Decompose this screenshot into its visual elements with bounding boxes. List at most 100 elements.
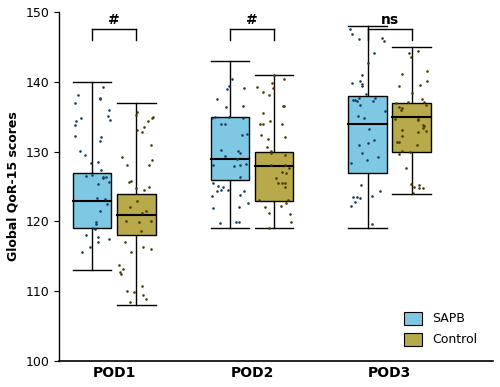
Point (356, 102, 364, 108)
Point (236, 219, 244, 225)
Point (220, 183, 228, 190)
Point (222, 104, 230, 110)
Point (414, 128, 422, 135)
Point (86, 243, 94, 250)
Point (391, 116, 399, 122)
Point (96, 95, 104, 101)
Point (265, 92, 273, 99)
Point (120, 266, 128, 272)
Point (416, 185, 424, 192)
Point (138, 210, 145, 216)
Point (208, 180, 216, 186)
Point (130, 289, 138, 295)
Point (414, 142, 422, 148)
Point (240, 188, 248, 194)
Bar (392, 103, 431, 152)
Point (76, 148, 84, 154)
Point (362, 91, 370, 97)
Point (402, 165, 409, 171)
Point (274, 180, 281, 186)
Point (259, 89, 267, 95)
Point (89, 225, 97, 231)
Point (364, 126, 372, 132)
Point (257, 132, 265, 138)
Point (404, 99, 411, 105)
Point (259, 121, 267, 127)
Point (105, 107, 113, 113)
Point (139, 292, 147, 298)
Point (236, 192, 244, 198)
Point (208, 115, 216, 121)
Bar (348, 96, 387, 173)
Point (128, 178, 136, 184)
Point (278, 203, 285, 209)
Point (148, 157, 156, 163)
Point (380, 38, 388, 44)
Point (125, 178, 133, 185)
Point (138, 283, 145, 289)
Point (214, 188, 222, 194)
Point (224, 187, 232, 193)
Point (94, 181, 102, 187)
Text: #: # (246, 13, 258, 27)
Point (346, 26, 354, 32)
Point (126, 299, 134, 305)
Point (116, 269, 124, 275)
Point (217, 121, 225, 127)
Point (349, 194, 357, 200)
Point (415, 182, 423, 188)
Point (395, 139, 403, 145)
Point (278, 169, 285, 175)
Point (259, 110, 267, 116)
Point (261, 204, 269, 211)
Point (279, 103, 287, 109)
Point (234, 148, 242, 154)
Point (267, 162, 275, 168)
Point (235, 204, 243, 210)
Point (422, 128, 430, 135)
Point (138, 129, 145, 135)
Point (356, 36, 364, 42)
Bar (210, 117, 249, 180)
Point (264, 136, 272, 142)
Point (348, 80, 356, 86)
Point (264, 210, 272, 216)
Point (350, 97, 358, 103)
Point (282, 199, 290, 205)
Point (263, 144, 271, 150)
Point (285, 164, 293, 171)
Point (414, 48, 422, 54)
Point (236, 150, 244, 156)
Point (392, 100, 400, 106)
Point (268, 150, 276, 156)
Point (132, 111, 140, 118)
Point (423, 68, 431, 74)
Point (222, 153, 230, 159)
Point (225, 84, 233, 90)
Point (225, 113, 233, 120)
Point (244, 131, 252, 137)
Point (353, 194, 361, 200)
Point (356, 195, 364, 201)
Point (146, 246, 154, 252)
Point (139, 243, 147, 250)
Point (100, 175, 108, 181)
Point (236, 174, 244, 180)
Point (395, 151, 403, 158)
Point (146, 142, 154, 149)
Point (94, 239, 102, 245)
Point (122, 218, 130, 224)
Point (88, 172, 96, 178)
Point (270, 72, 278, 78)
Point (122, 239, 130, 245)
Point (148, 113, 156, 120)
Point (418, 96, 426, 102)
Point (145, 184, 153, 190)
Point (92, 219, 100, 225)
Point (253, 84, 261, 90)
Point (71, 133, 79, 139)
Point (358, 150, 366, 156)
Point (242, 161, 250, 168)
Point (350, 199, 358, 205)
Point (70, 122, 78, 128)
